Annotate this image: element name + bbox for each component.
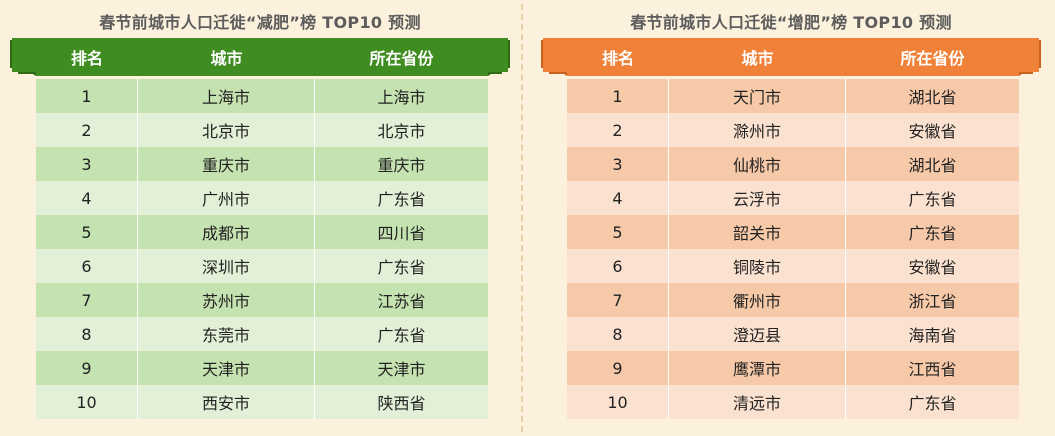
city-cell: 西安市	[138, 385, 315, 419]
rank-cell: 3	[36, 147, 138, 181]
table-row: 4 云浮市 广东省	[567, 181, 1019, 215]
city-cell: 仙桃市	[669, 147, 846, 181]
table-row: 8 澄迈县 海南省	[567, 317, 1019, 351]
table-row: 7 苏州市 江苏省	[36, 283, 488, 317]
header-rank: 排名	[70, 49, 103, 68]
rank-cell: 6	[36, 249, 138, 283]
table-row: 2 北京市 北京市	[36, 113, 488, 147]
province-cell: 江苏省	[377, 292, 426, 311]
city-cell: 成都市	[138, 215, 315, 249]
green-ribbon-shape	[10, 38, 510, 76]
table-row: 7 衢州市 浙江省	[567, 283, 1019, 317]
table-row: 5 韶关市 广东省	[567, 215, 1019, 249]
panel-divider	[521, 4, 523, 432]
orange-ribbon-shape	[541, 38, 1041, 76]
rank-cell: 10	[36, 385, 138, 419]
table-row: 3 重庆市 重庆市	[36, 147, 488, 181]
shrink-ranking-panel: 春节前城市人口迁徙“减肥”榜 TOP10 预测 排名 城市 所在省份 1 上海市上…	[10, 0, 510, 436]
province-cell: 广东省	[377, 326, 426, 345]
table-row: 6 铜陵市 安徽省	[567, 249, 1019, 283]
province-cell: 天津市	[377, 360, 426, 379]
province-cell: 北京市	[377, 122, 426, 141]
city-cell: 深圳市	[138, 249, 315, 283]
city-cell: 衢州市	[669, 283, 846, 317]
province-cell: 重庆市	[377, 156, 426, 175]
rank-cell: 9	[567, 351, 669, 385]
shrink-table-body: 1 上海市 上海市 2 北京市 北京市 3 重庆市 重庆市 4 广州市 广东省 5 成都市 四川省 …	[36, 79, 488, 419]
city-cell: 苏州市	[138, 283, 315, 317]
rank-cell: 3	[567, 147, 669, 181]
table-row: 1 天门市 湖北省	[567, 79, 1019, 113]
table-row: 10 西安市 陕西省	[36, 385, 488, 419]
table-row: 9 鹰潭市 江西省	[567, 351, 1019, 385]
table-row: 2 滁州市 安徽省	[567, 113, 1019, 147]
rank-cell: 2	[567, 113, 669, 147]
table-row: 10 清远市 广东省	[567, 385, 1019, 419]
city-cell: 天津市	[138, 351, 315, 385]
city-cell: 广州市	[138, 181, 315, 215]
rank-cell: 1	[567, 79, 669, 113]
grow-ranking-title: 春节前城市人口迁徙“增肥”榜 TOP10 预测	[630, 13, 952, 32]
city-cell: 鹰潭市	[669, 351, 846, 385]
header-province: 所在省份	[900, 49, 965, 68]
rank-cell: 7	[567, 283, 669, 317]
rank-cell: 9	[36, 351, 138, 385]
province-cell: 安徽省	[908, 122, 957, 141]
rank-cell: 8	[36, 317, 138, 351]
rank-cell: 8	[567, 317, 669, 351]
rank-cell: 6	[567, 249, 669, 283]
city-cell: 铜陵市	[669, 249, 846, 283]
rank-cell: 2	[36, 113, 138, 147]
table-row: 3 仙桃市 湖北省	[567, 147, 1019, 181]
header-province: 所在省份	[369, 49, 434, 68]
table-row: 1 上海市 上海市	[36, 79, 488, 113]
table-row: 9 天津市 天津市	[36, 351, 488, 385]
province-cell: 四川省	[377, 224, 426, 243]
rank-cell: 5	[36, 215, 138, 249]
city-cell: 云浮市	[669, 181, 846, 215]
city-cell: 上海市	[138, 79, 315, 113]
rank-cell: 4	[36, 181, 138, 215]
city-cell: 韶关市	[669, 215, 846, 249]
city-cell: 澄迈县	[669, 317, 846, 351]
province-cell: 江西省	[908, 360, 957, 379]
grow-table-body: 1 天门市 湖北省 2 滁州市 安徽省 3 仙桃市 湖北省 4 云浮市 广东省 5 韶关市 广东省 …	[567, 79, 1019, 419]
header-rank: 排名	[601, 49, 634, 68]
province-cell: 广东省	[377, 190, 426, 209]
city-cell: 滁州市	[669, 113, 846, 147]
province-cell: 浙江省	[908, 292, 957, 311]
province-cell: 广东省	[377, 258, 426, 277]
province-cell: 安徽省	[908, 258, 957, 277]
shrink-ranking-header-ribbon: 排名 城市 所在省份	[10, 38, 510, 76]
rank-cell: 5	[567, 215, 669, 249]
table-row: 8 东莞市 广东省	[36, 317, 488, 351]
rank-cell: 4	[567, 181, 669, 215]
province-cell: 陕西省	[377, 394, 426, 413]
rank-cell: 10	[567, 385, 669, 419]
shrink-table-header: 排名 城市 所在省份	[36, 38, 488, 76]
grow-ranking-panel: 春节前城市人口迁徙“增肥”榜 TOP10 预测 排名 城市 所在省份 1 天门市湖…	[541, 0, 1041, 436]
city-cell: 清远市	[669, 385, 846, 419]
rank-cell: 7	[36, 283, 138, 317]
header-city: 城市	[210, 49, 243, 68]
grow-table-header: 排名 城市 所在省份	[567, 38, 1019, 76]
province-cell: 上海市	[377, 88, 426, 107]
province-cell: 广东省	[908, 190, 957, 209]
table-row: 5 成都市 四川省	[36, 215, 488, 249]
header-city: 城市	[741, 49, 774, 68]
province-cell: 广东省	[908, 224, 957, 243]
city-cell: 重庆市	[138, 147, 315, 181]
rank-cell: 1	[36, 79, 138, 113]
province-cell: 湖北省	[908, 156, 957, 175]
table-row: 4 广州市 广东省	[36, 181, 488, 215]
city-cell: 天门市	[669, 79, 846, 113]
grow-ranking-header-ribbon: 排名 城市 所在省份	[541, 38, 1041, 76]
province-cell: 湖北省	[908, 88, 957, 107]
shrink-ranking-title: 春节前城市人口迁徙“减肥”榜 TOP10 预测	[99, 13, 421, 32]
province-cell: 海南省	[908, 326, 957, 345]
city-cell: 北京市	[138, 113, 315, 147]
table-row: 6 深圳市 广东省	[36, 249, 488, 283]
city-cell: 东莞市	[138, 317, 315, 351]
province-cell: 广东省	[908, 394, 957, 413]
